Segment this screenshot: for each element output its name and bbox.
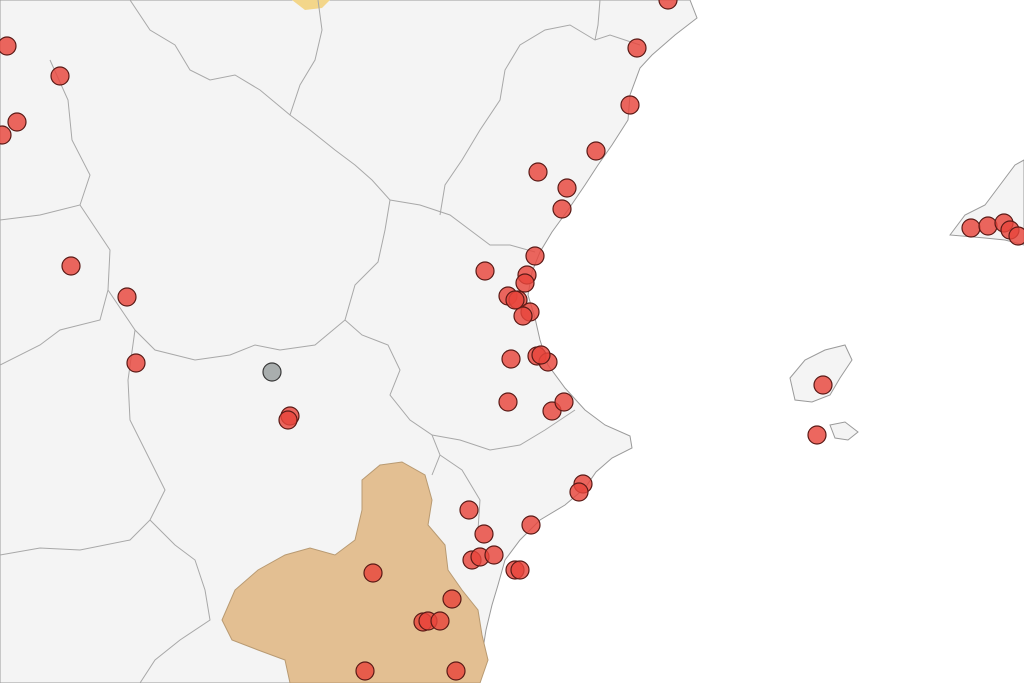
province-border (0, 59, 91, 221)
province-border (439, 24, 641, 216)
location-marker[interactable] (627, 38, 647, 58)
location-marker[interactable] (521, 515, 541, 535)
location-marker[interactable] (50, 66, 70, 86)
location-marker[interactable] (586, 141, 606, 161)
location-marker[interactable] (61, 256, 81, 276)
formentera (829, 421, 859, 441)
province-border (129, 0, 291, 116)
location-marker-gray[interactable] (262, 362, 282, 382)
top-region (292, 0, 330, 10)
location-marker[interactable] (363, 563, 383, 583)
location-marker[interactable] (531, 345, 551, 365)
location-marker[interactable] (557, 178, 577, 198)
location-marker[interactable] (501, 349, 521, 369)
location-marker[interactable] (117, 287, 137, 307)
location-marker[interactable] (355, 661, 375, 681)
location-marker[interactable] (459, 500, 479, 520)
province-border (107, 289, 346, 361)
province-border (594, 0, 601, 41)
location-marker[interactable] (442, 589, 462, 609)
province-border (439, 454, 481, 531)
location-marker[interactable] (528, 162, 548, 182)
location-marker[interactable] (961, 218, 981, 238)
location-marker[interactable] (807, 425, 827, 445)
location-marker[interactable] (484, 545, 504, 565)
location-marker[interactable] (0, 125, 12, 145)
location-marker[interactable] (569, 482, 589, 502)
location-marker[interactable] (498, 392, 518, 412)
location-marker[interactable] (510, 560, 530, 580)
location-marker[interactable] (515, 273, 535, 293)
province-border (0, 329, 166, 556)
location-marker[interactable] (7, 112, 27, 132)
location-marker[interactable] (525, 246, 545, 266)
location-marker[interactable] (475, 261, 495, 281)
location-marker[interactable] (513, 306, 533, 326)
location-marker[interactable] (552, 199, 572, 219)
location-marker[interactable] (978, 216, 998, 236)
location-marker[interactable] (658, 0, 678, 10)
province-border (389, 199, 536, 253)
province-border (0, 204, 111, 366)
location-marker[interactable] (505, 290, 525, 310)
location-marker[interactable] (430, 611, 450, 631)
location-marker[interactable] (1008, 226, 1024, 246)
province-border (431, 409, 576, 451)
location-marker[interactable] (474, 524, 494, 544)
province-border (139, 519, 211, 683)
ibiza (789, 344, 853, 403)
province-border (289, 0, 441, 476)
location-marker[interactable] (0, 36, 17, 56)
location-marker[interactable] (446, 661, 466, 681)
location-marker[interactable] (126, 353, 146, 373)
location-marker[interactable] (813, 375, 833, 395)
location-marker[interactable] (554, 392, 574, 412)
location-marker[interactable] (620, 95, 640, 115)
location-marker[interactable] (278, 410, 298, 430)
